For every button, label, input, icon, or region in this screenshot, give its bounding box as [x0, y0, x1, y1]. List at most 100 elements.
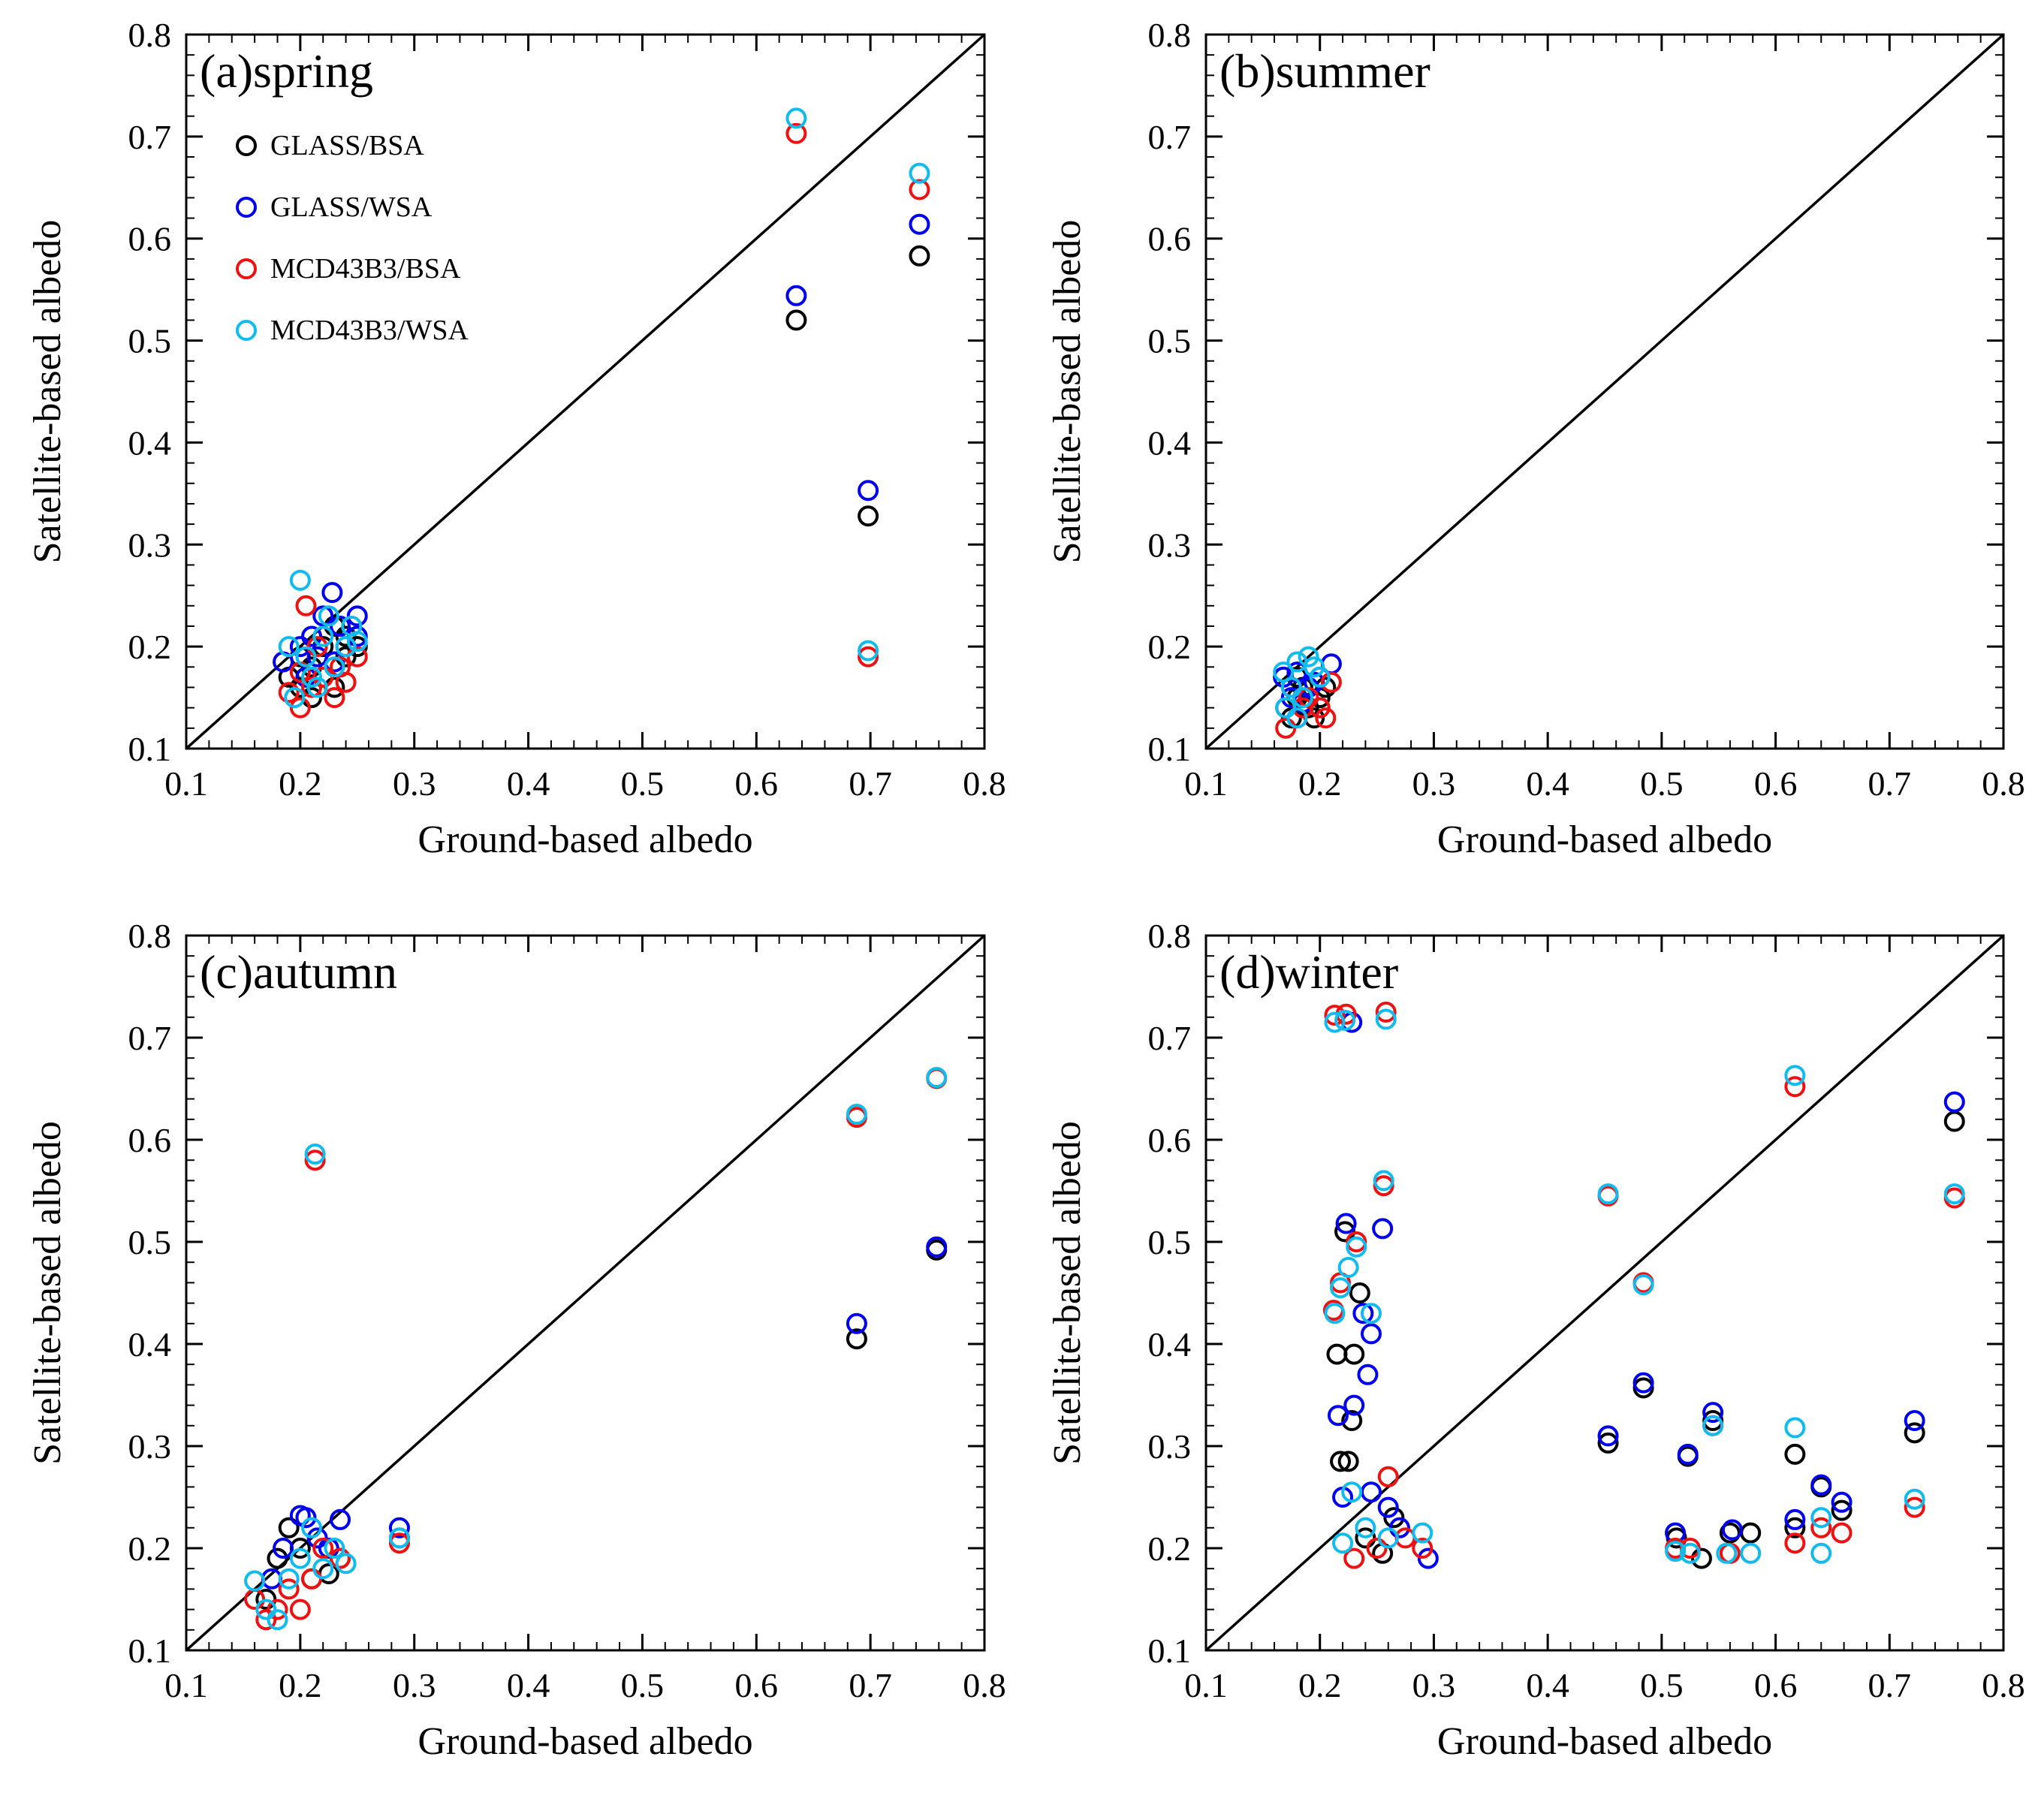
x-tick-label: 0.3 — [1412, 1666, 1456, 1704]
data-point — [1716, 1542, 1738, 1564]
series-mcd43b3-bsa — [278, 122, 930, 719]
series-mcd43b3-wsa — [1324, 1008, 1965, 1564]
data-point — [1360, 1323, 1382, 1345]
y-tick-label: 0.1 — [128, 1632, 172, 1670]
data-point — [1320, 671, 1342, 693]
data-point — [301, 625, 323, 647]
data-point — [304, 1144, 326, 1165]
data-point — [284, 687, 306, 709]
legend-label: GLASS/WSA — [270, 191, 433, 223]
x-tick-label: 0.4 — [1526, 764, 1569, 803]
y-tick-label: 0.4 — [128, 1325, 172, 1364]
y-tick-label: 0.1 — [128, 730, 172, 768]
data-point — [1335, 1213, 1357, 1234]
data-point — [1831, 1499, 1853, 1521]
data-point — [346, 631, 368, 652]
y-axis-label: Satellite-based albedo — [1046, 1121, 1089, 1465]
data-point — [1665, 1541, 1687, 1562]
panel-title: (c)autumn — [200, 945, 397, 999]
x-tick-label: 0.7 — [1868, 764, 1912, 803]
data-point — [858, 646, 879, 667]
data-point — [267, 1609, 288, 1631]
data-point — [1375, 1008, 1397, 1030]
data-point — [1337, 1257, 1359, 1278]
data-point — [1784, 1443, 1806, 1465]
series-glass-wsa — [1327, 1011, 1965, 1569]
x-tick-label: 0.5 — [1640, 764, 1684, 803]
one-to-one-line — [1204, 934, 2005, 1652]
data-point — [1298, 646, 1319, 667]
data-point — [1327, 1405, 1349, 1427]
data-point — [858, 640, 879, 661]
data-point — [909, 162, 930, 184]
x-tick-label: 0.6 — [735, 1666, 779, 1704]
data-point — [1375, 1002, 1397, 1023]
y-axis-label: Satellite-based albedo — [26, 220, 69, 564]
series-mcd43b3-bsa — [1322, 1002, 1965, 1569]
y-tick-label: 0.8 — [128, 917, 172, 955]
y-tick-label: 0.1 — [1148, 1632, 1192, 1670]
data-point — [1784, 1532, 1806, 1554]
data-point — [335, 1553, 357, 1574]
data-point — [1632, 1274, 1654, 1296]
data-point — [330, 656, 351, 678]
y-tick-label: 0.5 — [1148, 322, 1192, 360]
x-tick-label: 0.6 — [1754, 764, 1798, 803]
x-tick-label: 0.2 — [279, 1666, 322, 1704]
data-point — [1632, 1372, 1654, 1394]
data-point — [267, 1599, 288, 1620]
data-point — [846, 1104, 867, 1125]
data-point — [1326, 1343, 1348, 1365]
one-to-one-line — [1204, 33, 2005, 750]
data-point — [278, 1517, 300, 1538]
panel-2: 0.1 0.2 0.3 0.4 0.5 0.6 0.7 0.8 0.1 0.2 0.3 0.4 0.5 0… — [1046, 16, 2025, 861]
panel-1: 0.1 0.2 0.3 0.4 0.5 0.6 0.7 0.8 0.1 0.2 0.3 0.4 0.5 0… — [26, 16, 1006, 861]
data-point — [1740, 1542, 1762, 1564]
data-point — [1740, 1522, 1762, 1544]
data-point — [301, 1517, 323, 1538]
data-point — [1343, 1343, 1365, 1365]
data-point — [1810, 1542, 1832, 1564]
y-axis-label: Satellite-based albedo — [1046, 220, 1089, 564]
y-tick-label: 0.7 — [1148, 118, 1192, 156]
data-point — [785, 122, 807, 144]
data-point — [909, 245, 930, 267]
panel-title: (b)summer — [1219, 44, 1430, 98]
data-point — [1337, 1451, 1359, 1472]
panel-4: 0.1 0.2 0.3 0.4 0.5 0.6 0.7 0.8 0.1 0.2 0.3 0.4 0.5 0… — [1046, 917, 2025, 1763]
data-point — [304, 1150, 326, 1171]
data-point — [388, 1517, 410, 1538]
x-tick-label: 0.5 — [1640, 1666, 1684, 1704]
x-tick-label: 0.1 — [1184, 1666, 1228, 1704]
data-point — [909, 179, 930, 200]
legend-marker — [236, 258, 257, 279]
data-point — [1355, 1517, 1376, 1538]
data-point — [388, 1527, 410, 1549]
x-tick-label: 0.8 — [1982, 1666, 2025, 1704]
y-tick-label: 0.2 — [128, 628, 172, 666]
data-point — [346, 605, 368, 627]
data-point — [1597, 1432, 1619, 1454]
y-tick-label: 0.4 — [128, 423, 172, 462]
y-tick-label: 0.3 — [128, 526, 172, 564]
y-tick-label: 0.1 — [1148, 730, 1192, 768]
data-point — [1341, 1410, 1363, 1431]
x-tick-label: 0.2 — [1298, 1666, 1342, 1704]
series-glass-bsa — [1326, 1110, 1965, 1569]
plot-frame — [185, 934, 986, 1652]
data-point — [1943, 1110, 1965, 1132]
data-point — [1904, 1422, 1925, 1444]
data-point — [1324, 1005, 1346, 1026]
data-point — [1377, 1527, 1399, 1549]
plot-frame — [1204, 33, 2005, 750]
data-point — [1373, 1170, 1394, 1192]
data-point — [1343, 1547, 1365, 1569]
data-point — [846, 1328, 867, 1350]
y-tick-label: 0.7 — [1148, 1019, 1192, 1057]
legend-label: MCD43B3/WSA — [270, 315, 469, 346]
data-point — [1943, 1183, 1965, 1205]
data-point — [295, 646, 317, 667]
series-glass-wsa — [261, 1236, 948, 1589]
x-tick-label: 0.4 — [1526, 1666, 1569, 1704]
